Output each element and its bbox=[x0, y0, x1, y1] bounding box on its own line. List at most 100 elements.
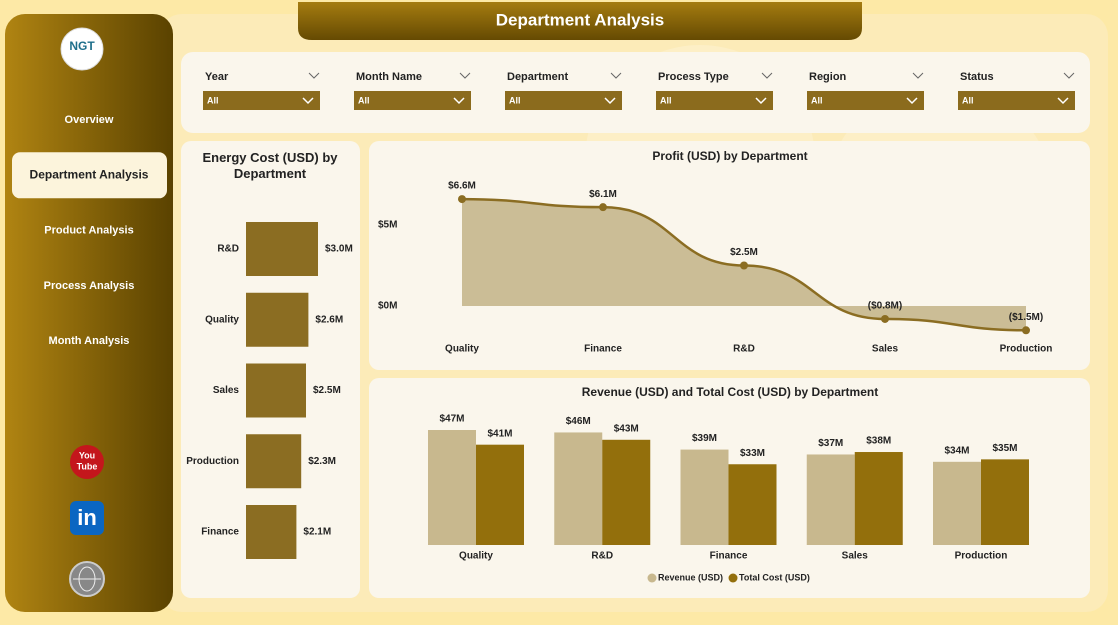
filter-value: All bbox=[660, 95, 672, 105]
bar bbox=[476, 444, 524, 545]
filter-dropdown[interactable] bbox=[505, 91, 622, 110]
logo bbox=[60, 27, 104, 71]
bar bbox=[554, 432, 603, 545]
filter-dropdown[interactable] bbox=[203, 91, 320, 110]
logo-text: NGT bbox=[69, 39, 95, 53]
point bbox=[881, 314, 889, 323]
point bbox=[458, 195, 466, 204]
filter-dropdown[interactable] bbox=[656, 91, 773, 110]
bar bbox=[933, 461, 981, 545]
filter-label: Department bbox=[507, 71, 568, 83]
filter-label: Year bbox=[205, 71, 229, 83]
dropdown-chevron bbox=[453, 97, 465, 105]
filter-dropdown[interactable] bbox=[958, 91, 1075, 110]
bar bbox=[246, 505, 297, 559]
value-label: $47M bbox=[439, 414, 464, 425]
y-tick-label: $5M bbox=[378, 220, 397, 231]
value-label: $35M bbox=[992, 443, 1017, 454]
chart-title: Revenue (USD) and Total Cost (USD) by De… bbox=[582, 385, 878, 399]
nav-item[interactable]: Department Analysis bbox=[30, 167, 149, 181]
filter-value: All bbox=[509, 95, 521, 105]
value-label: $2.5M bbox=[730, 247, 758, 258]
chart-title: Energy Cost (USD) by Department bbox=[202, 150, 338, 181]
value-label: ($0.8M) bbox=[868, 301, 902, 312]
filter-chevron bbox=[1063, 72, 1075, 79]
filter-value: All bbox=[207, 95, 219, 105]
point bbox=[740, 261, 748, 270]
bar bbox=[854, 452, 903, 545]
bar bbox=[246, 363, 306, 418]
category-label: Finance bbox=[584, 344, 622, 355]
linkedin-text: in bbox=[77, 505, 97, 530]
category-label: Sales bbox=[213, 385, 240, 396]
nav-item[interactable]: Overview bbox=[65, 114, 114, 126]
bar bbox=[806, 454, 855, 545]
header-title: Department Analysis bbox=[496, 10, 664, 29]
dropdown-chevron bbox=[1057, 97, 1069, 105]
value-label: $37M bbox=[818, 438, 843, 449]
value-label: $46M bbox=[566, 416, 591, 427]
dropdown-chevron bbox=[755, 97, 767, 105]
category-label: Quality bbox=[205, 314, 239, 325]
y-tick-label: $0M bbox=[378, 301, 397, 312]
category-label: Sales bbox=[872, 344, 899, 355]
filter-chevron bbox=[761, 72, 773, 79]
legend-label[interactable]: Revenue (USD) bbox=[658, 572, 723, 582]
value-label: $34M bbox=[944, 445, 969, 456]
youtube-icon[interactable] bbox=[70, 445, 104, 479]
bar bbox=[728, 464, 777, 545]
value-label: $2.1M bbox=[303, 527, 331, 538]
filter-dropdown[interactable] bbox=[354, 91, 471, 110]
value-label: $43M bbox=[614, 423, 639, 434]
value-label: $2.3M bbox=[308, 456, 336, 467]
bar bbox=[246, 292, 309, 347]
filter-chevron bbox=[610, 72, 622, 79]
header-tab bbox=[298, 2, 862, 40]
nav-item[interactable]: Process Analysis bbox=[44, 280, 135, 292]
filter-value: All bbox=[962, 95, 974, 105]
category-label: Sales bbox=[842, 551, 869, 562]
filter-label: Status bbox=[960, 71, 994, 83]
filter-label: Month Name bbox=[356, 71, 422, 83]
value-label: $6.1M bbox=[589, 189, 617, 200]
value-label: $41M bbox=[487, 428, 512, 439]
dropdown-chevron bbox=[604, 97, 616, 105]
value-label: ($1.5M) bbox=[1009, 312, 1043, 323]
filter-chevron bbox=[308, 72, 320, 79]
category-label: Production bbox=[1000, 344, 1053, 355]
category-label: Quality bbox=[445, 344, 479, 355]
value-label: $2.5M bbox=[313, 385, 341, 396]
value-label: $39M bbox=[692, 433, 717, 444]
category-label: R&D bbox=[591, 551, 613, 562]
linkedin-icon[interactable] bbox=[70, 501, 104, 535]
bar bbox=[680, 449, 729, 545]
nav-active bbox=[12, 152, 167, 199]
youtube-text: Tube bbox=[77, 461, 98, 471]
filter-chevron bbox=[912, 72, 924, 79]
filter-value: All bbox=[811, 95, 823, 105]
nav-item[interactable]: Month Analysis bbox=[49, 335, 130, 347]
dropdown-chevron bbox=[906, 97, 918, 105]
value-label: $2.6M bbox=[315, 314, 343, 325]
category-label: Quality bbox=[459, 551, 493, 562]
bar bbox=[428, 430, 476, 545]
legend-swatch bbox=[728, 573, 738, 583]
value-label: $3.0M bbox=[325, 244, 353, 255]
value-label: $38M bbox=[866, 436, 891, 447]
chart-title-box: Energy Cost (USD) by Department bbox=[202, 150, 338, 181]
filter-dropdown[interactable] bbox=[807, 91, 924, 110]
youtube-text: You bbox=[79, 450, 95, 460]
filter-value: All bbox=[358, 95, 370, 105]
nav-item[interactable]: Product Analysis bbox=[44, 225, 133, 237]
value-label: $33M bbox=[740, 448, 765, 459]
category-label: R&D bbox=[217, 244, 239, 255]
filter-panel bbox=[181, 52, 1090, 133]
legend-label[interactable]: Total Cost (USD) bbox=[739, 572, 810, 582]
point bbox=[599, 203, 607, 212]
bar bbox=[246, 222, 318, 276]
bar bbox=[981, 459, 1029, 545]
legend-swatch bbox=[647, 573, 657, 583]
category-label: Production bbox=[186, 456, 239, 467]
